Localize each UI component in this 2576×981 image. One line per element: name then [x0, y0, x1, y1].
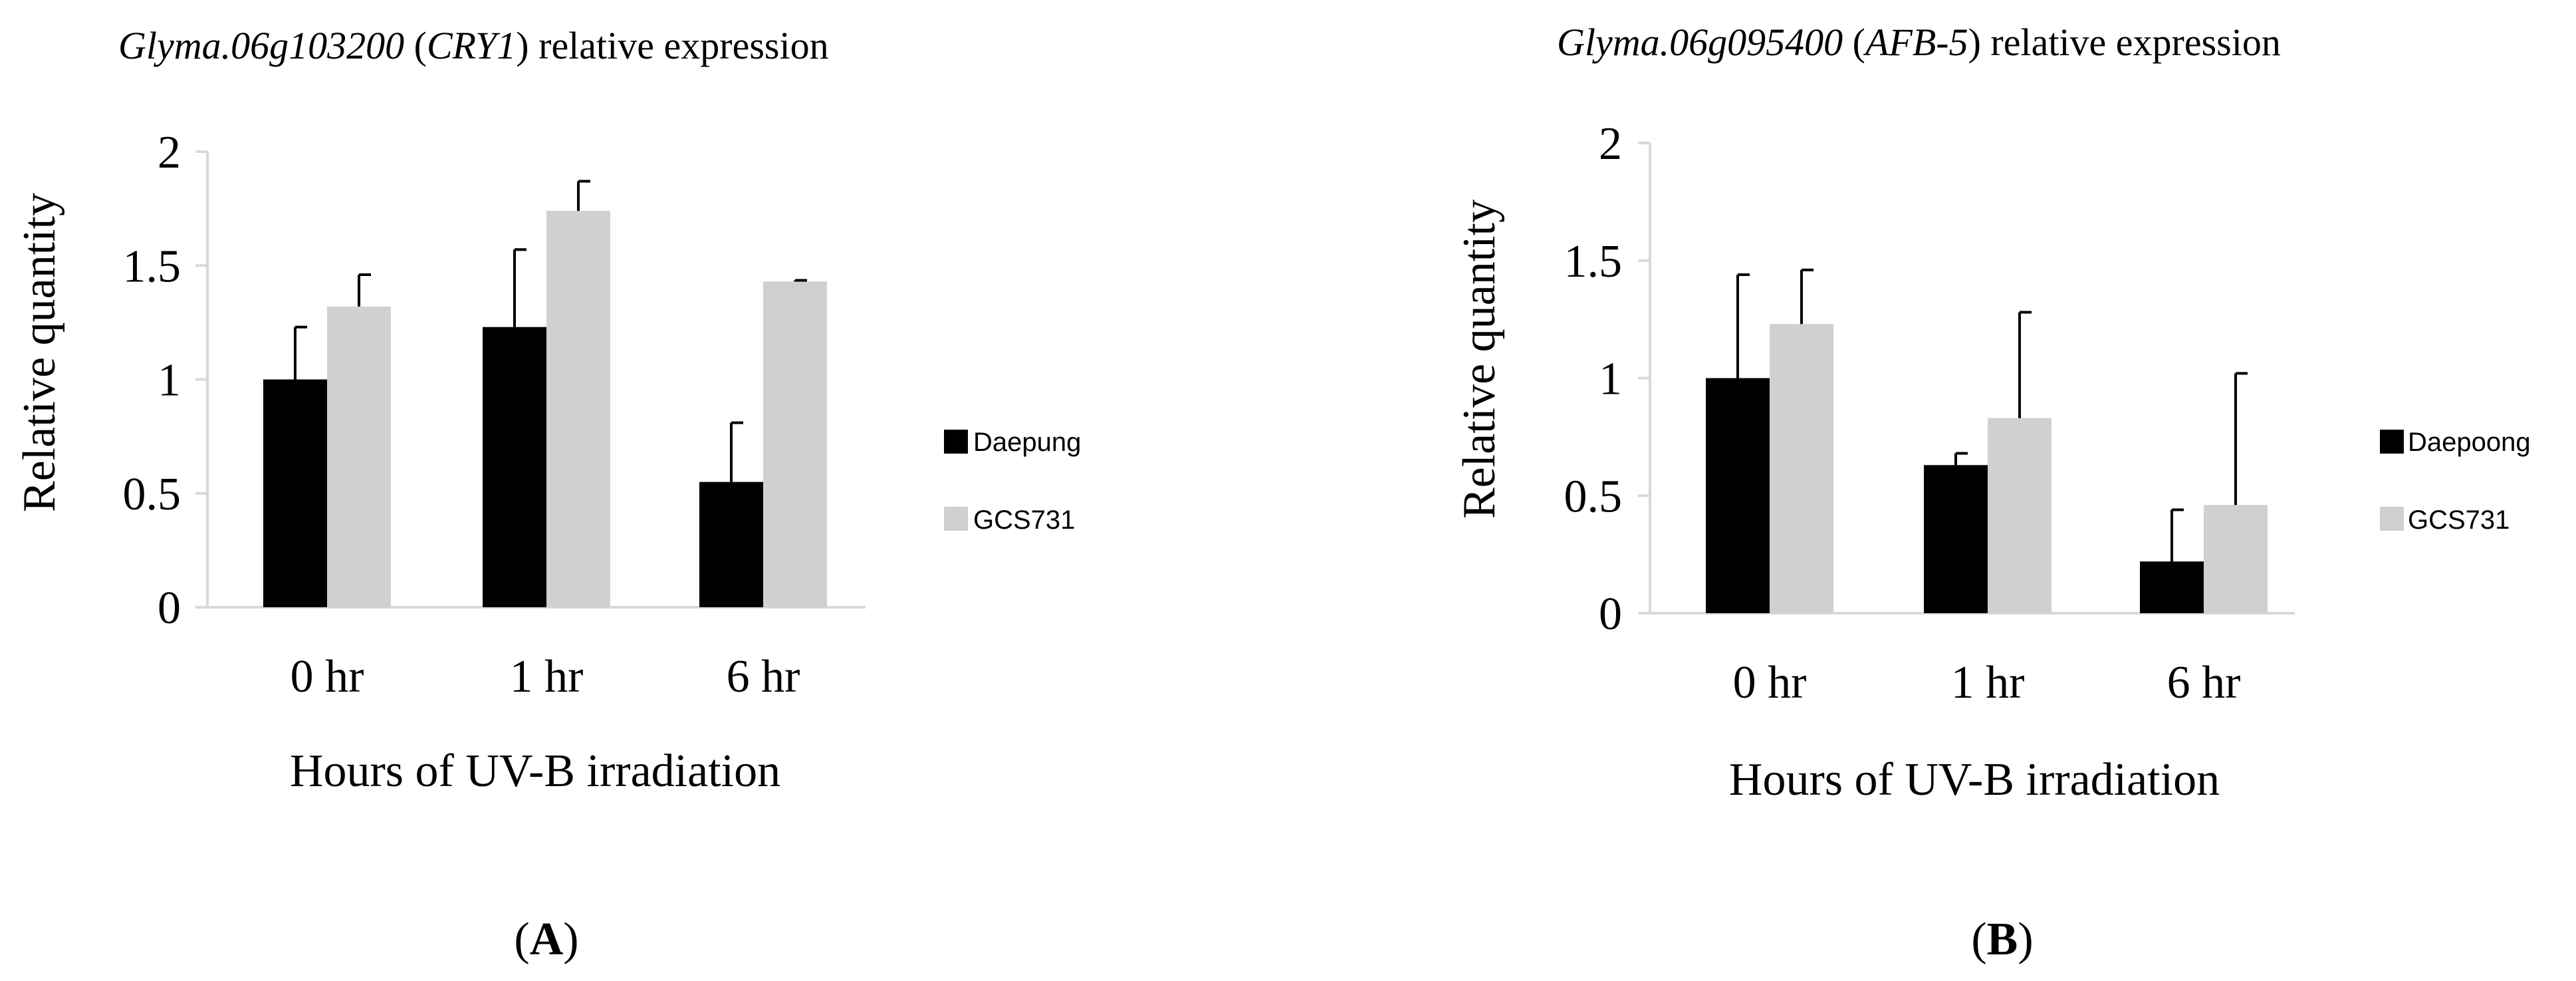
panel-a-legend-label-daepung: Daepung: [973, 428, 1081, 457]
panel-b-y-tick-label: 2: [1599, 118, 1622, 170]
panel-b-y-tick-label: 0: [1599, 589, 1622, 640]
panel-b-bar-gcs731-0-hr: [1770, 324, 1833, 613]
panel-b-bars: [1706, 324, 2268, 613]
panel-b-y-ticks: 0 0.5 1 1.5 2: [1564, 118, 1650, 640]
panel-b-bar-daepoong-0-hr: [1706, 378, 1770, 613]
panel-b-chart: Glyma.06g095400 (AFB-5) relative express…: [1454, 21, 2531, 965]
panel-b-bar-gcs731-1-hr: [1988, 418, 2051, 613]
panel-a-bar-gcs731-1-hr: [546, 211, 610, 607]
panel-b-error-bars: [1736, 268, 2248, 562]
panel-b-legend-swatch-gcs731: [2380, 507, 2404, 531]
panel-a-x-tick-label-1-hr: 1 hr: [510, 651, 584, 702]
panel-b-label-letter: B: [1987, 914, 2018, 965]
panel-b-title-suffix: relative expression: [1990, 21, 2280, 64]
panel-b-bar-daepoong-6-hr: [2140, 561, 2204, 613]
panel-b-bar-daepoong-1-hr: [1924, 465, 1988, 613]
panel-a-bar-gcs731-0-hr: [327, 306, 391, 607]
panel-a-x-tick-label-6-hr: 6 hr: [727, 651, 800, 702]
panel-a-title: Glyma.06g103200 (CRY1) relative expressi…: [118, 24, 829, 67]
panel-a-bars: [263, 211, 827, 607]
panel-a-y-tick-label: 1: [158, 355, 181, 406]
panel-b-legend-swatch-daepoong: [2380, 430, 2404, 454]
panel-a-y-tick-label: 2: [158, 127, 181, 178]
panel-b-y-tick-label: 0.5: [1564, 471, 1623, 522]
panel-a-bar-gcs731-6-hr: [763, 281, 827, 607]
panel-b-x-ticks: 0 hr 1 hr 6 hr: [1733, 657, 2241, 708]
panel-a-x-tick-label-0-hr: 0 hr: [291, 651, 364, 702]
panel-b-x-tick-label-0-hr: 0 hr: [1733, 657, 1807, 708]
panel-a-x-axis-label: Hours of UV-B irradiation: [290, 746, 780, 797]
panel-b-title-gene: Glyma.06g095400: [1557, 21, 1843, 64]
panel-a-legend-swatch-gcs731: [944, 507, 968, 531]
panel-a-bar-daepung-6-hr: [699, 482, 763, 607]
panel-a-legend-label-gcs731: GCS731: [973, 505, 1075, 535]
panel-a-y-tick-label: 0: [158, 583, 181, 634]
panel-a-legend-swatch-daepung: [944, 430, 968, 454]
panel-b-y-tick-label: 1: [1599, 354, 1622, 405]
panel-a-error-bars: [294, 180, 807, 482]
panel-a-chart: Glyma.06g103200 (CRY1) relative expressi…: [14, 24, 1081, 965]
panel-b-x-tick-label-1-hr: 1 hr: [1951, 657, 2025, 708]
panel-b-legend: Daepoong GCS731: [2380, 428, 2531, 535]
panel-a-bar-daepung-1-hr: [483, 327, 546, 607]
panel-a-y-ticks: 0 0.5 1 1.5 2: [123, 127, 207, 634]
panel-b-legend-label-daepoong: Daepoong: [2408, 428, 2531, 457]
panel-a-y-tick-label: 1.5: [123, 241, 181, 292]
panel-a-title-gene: Glyma.06g103200: [118, 24, 404, 67]
panel-a-legend: Daepung GCS731: [944, 428, 1081, 535]
panel-b-x-tick-label-6-hr: 6 hr: [2167, 657, 2241, 708]
panel-a-x-ticks: 0 hr 1 hr 6 hr: [291, 651, 800, 702]
panel-a-bar-daepung-0-hr: [263, 379, 327, 607]
panel-b-label: (B): [1971, 914, 2033, 965]
panel-a-y-axis-label: Relative quantity: [14, 193, 65, 512]
panel-b-bar-gcs731-6-hr: [2204, 505, 2268, 613]
panel-b-x-axis-label: Hours of UV-B irradiation: [1729, 754, 2220, 805]
panel-a-y-tick-label: 0.5: [123, 469, 181, 520]
panel-a-title-symbol: CRY1: [427, 24, 516, 67]
panel-b-y-axis-label: Relative quantity: [1454, 200, 1505, 519]
panel-b-title-symbol: AFB-5: [1863, 21, 1968, 64]
panel-b-legend-label-gcs731: GCS731: [2408, 505, 2510, 535]
panel-a-label: (A): [514, 914, 578, 965]
panel-a-label-letter: A: [530, 914, 564, 965]
panel-b-y-tick-label: 1.5: [1564, 236, 1623, 287]
panel-a-title-suffix: relative expression: [538, 24, 828, 67]
panel-b-title: Glyma.06g095400 (AFB-5) relative express…: [1557, 21, 2281, 64]
